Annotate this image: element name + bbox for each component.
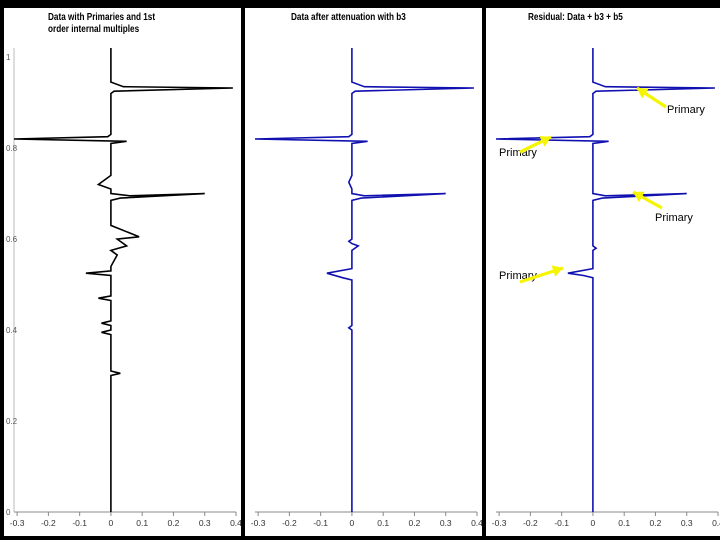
chart-title-line: Data after attenuation with b3 <box>291 12 406 23</box>
x-tick-label: -0.3 <box>10 518 25 528</box>
trace-line <box>254 48 474 512</box>
chart-title-line-2: order internal multiples <box>48 24 140 35</box>
x-tick-label: 0.1 <box>377 518 389 528</box>
x-tick-label: 0.2 <box>650 518 662 528</box>
y-tick-label: 0.8 <box>6 144 18 153</box>
chart-title: Residual: Data + b3 + b5 <box>528 12 623 24</box>
x-tick-label: -0.1 <box>554 518 569 528</box>
x-tick-label: -0.3 <box>492 518 507 528</box>
y-tick-label: 1 <box>6 53 11 62</box>
x-tick-label: 0.1 <box>618 518 630 528</box>
x-tick-label: 0.3 <box>440 518 452 528</box>
chart-title-line-1: Data with Primaries and 1st <box>48 12 156 23</box>
y-tick-label: 0.4 <box>6 326 18 335</box>
primary-annotation: Primary <box>655 212 693 224</box>
primary-annotation: Primary <box>667 104 705 116</box>
x-tick-label: -0.2 <box>41 518 56 528</box>
chart-title: Data with Primaries and 1st order intern… <box>48 12 155 36</box>
x-tick-label: 0.3 <box>681 518 693 528</box>
x-tick-label: 0 <box>109 518 114 528</box>
x-tick-label: 0.4 <box>230 518 241 528</box>
x-tick-label: -0.2 <box>282 518 297 528</box>
y-tick-label: 0 <box>6 508 11 517</box>
x-tick-label: 0.2 <box>409 518 421 528</box>
x-tick-label: 0.1 <box>136 518 148 528</box>
x-tick-label: 0.4 <box>471 518 482 528</box>
chart-panel-attenuated: -0.3 -0.2 -0.1 0 0.1 0.2 0.3 0.4 Data after att… <box>245 8 482 536</box>
y-tick-label: 0.6 <box>6 235 18 244</box>
x-tick-label: -0.1 <box>313 518 328 528</box>
chart-title-line: Residual: Data + b3 + b5 <box>528 12 623 23</box>
trace-line <box>13 48 233 512</box>
chart-title: Data after attenuation with b3 <box>291 12 406 24</box>
x-tick-label: 0 <box>350 518 355 528</box>
x-tick-label: 0.4 <box>712 518 720 528</box>
x-tick-label: 0.3 <box>199 518 211 528</box>
chart-panel-data: -0.3 -0.2 -0.1 0 0.1 0.2 0.3 0.4 0 0.2 0.4 0.6 0.8 1 … <box>4 8 241 536</box>
x-tick-label: -0.3 <box>251 518 266 528</box>
chart-plot: -0.3 -0.2 -0.1 0 0.1 0.2 0.3 0.4 <box>492 48 720 528</box>
primary-annotation: Primary <box>499 147 537 159</box>
y-tick-label: 0.2 <box>6 417 18 426</box>
chart-plot: -0.3 -0.2 -0.1 0 0.1 0.2 0.3 0.4 <box>251 48 482 528</box>
x-tick-label: -0.1 <box>72 518 87 528</box>
chart-plot: -0.3 -0.2 -0.1 0 0.1 0.2 0.3 0.4 0 0.2 0.4 0.6 0.8 1 <box>6 48 241 528</box>
x-tick-label: 0 <box>591 518 596 528</box>
x-tick-label: -0.2 <box>523 518 538 528</box>
x-tick-label: 0.2 <box>168 518 180 528</box>
primary-annotation: Primary <box>499 270 537 282</box>
